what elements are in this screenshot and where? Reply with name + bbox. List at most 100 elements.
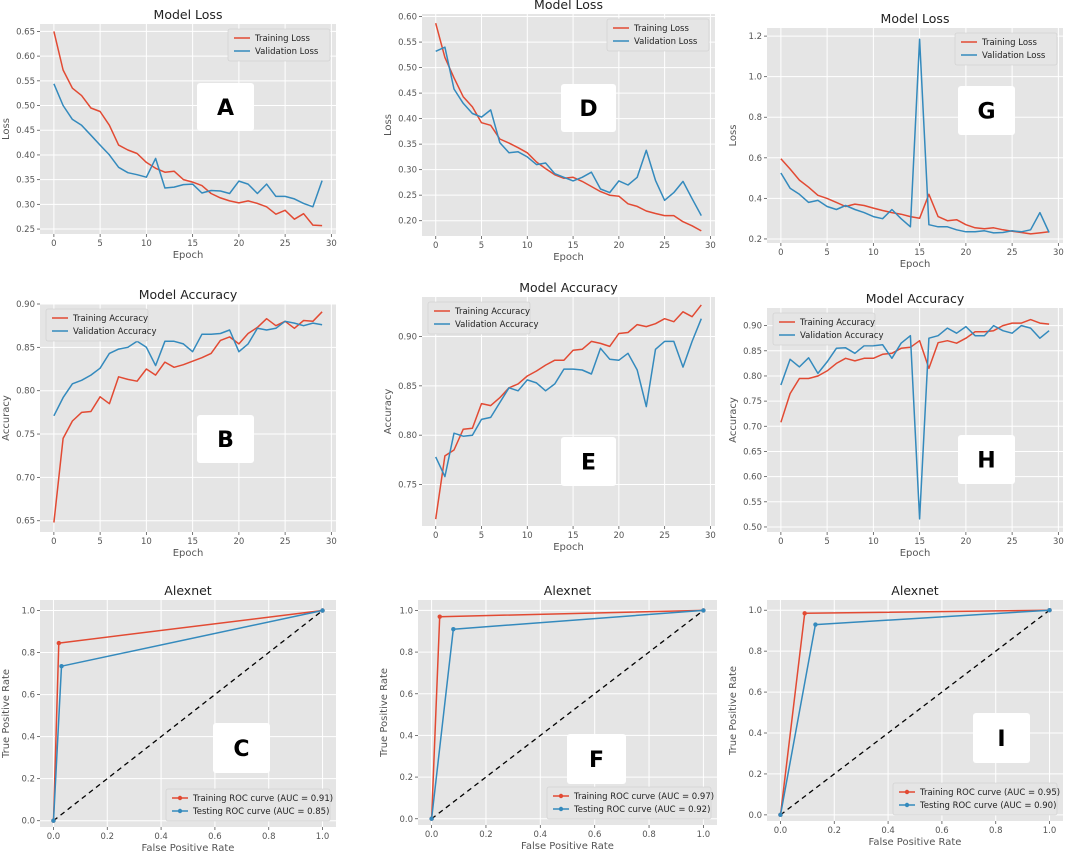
x-tick-label: 30 bbox=[1053, 537, 1064, 547]
panel-b: 0 5 10 15 20 25 30 0.65 0.70 0.75 0.80 0.85 0.90 Mode… bbox=[1, 287, 337, 559]
y-tick-label: 0.80 bbox=[16, 387, 35, 397]
y-tick-label: 0.55 bbox=[16, 77, 35, 87]
x-tick-label: 30 bbox=[705, 241, 716, 251]
legend-label: Training Accuracy bbox=[72, 314, 148, 324]
legend: Training ROC curve (AUC = 0.95) Testing R… bbox=[892, 782, 1060, 816]
x-tick-label: 25 bbox=[1007, 537, 1018, 547]
chart-title: Alexnet bbox=[891, 583, 939, 598]
legend-marker bbox=[904, 789, 910, 795]
data-point bbox=[778, 812, 783, 818]
x-tick-label: 5 bbox=[479, 531, 484, 541]
x-tick-label: 0 bbox=[433, 531, 438, 541]
x-tick-label: 0.8 bbox=[262, 832, 276, 842]
x-tick-label: 20 bbox=[613, 531, 624, 541]
y-tick-label: 0.20 bbox=[398, 217, 417, 227]
x-tick-label: 30 bbox=[326, 537, 337, 547]
x-tick-label: 25 bbox=[659, 531, 670, 541]
y-tick-label: 0.2 bbox=[748, 235, 762, 245]
x-tick-label: 0.6 bbox=[208, 832, 222, 842]
y-tick-label: 0.4 bbox=[21, 733, 35, 743]
panel-letter: E bbox=[581, 451, 596, 476]
y-tick-label: 0.85 bbox=[398, 382, 417, 392]
y-tick-label: 0.8 bbox=[748, 113, 762, 123]
x-tick-label: 15 bbox=[914, 537, 925, 547]
series-line-training bbox=[53, 31, 323, 227]
x-tick-label: 1.0 bbox=[1043, 826, 1057, 836]
legend-marker bbox=[177, 795, 183, 801]
y-tick-label: 0.4 bbox=[399, 731, 413, 741]
panel-c: 0.0 0.2 0.4 0.6 0.8 1.0 0.0 0.2 0.4 0.6 0.8 1.0 Alex… bbox=[1, 583, 336, 854]
x-tick-label: 20 bbox=[613, 241, 624, 251]
x-tick-label: 15 bbox=[187, 239, 198, 249]
legend-label: Validation Loss bbox=[634, 37, 698, 47]
y-tick-label: 0.6 bbox=[21, 691, 35, 701]
plot-marks bbox=[429, 608, 706, 821]
y-tick-label: 0.8 bbox=[748, 647, 762, 657]
y-tick-label: 0.55 bbox=[743, 498, 762, 508]
x-tick-label: 0.0 bbox=[425, 830, 439, 840]
data-point bbox=[59, 664, 64, 669]
x-tick-label: 0.8 bbox=[989, 826, 1003, 836]
y-tick-label: 0.90 bbox=[16, 300, 35, 310]
x-tick-label: 5 bbox=[97, 537, 102, 547]
x-tick-label: 5 bbox=[824, 537, 829, 547]
legend: Training Loss Validation Loss bbox=[606, 18, 710, 52]
y-axis-label: Accuracy bbox=[1, 395, 12, 441]
x-tick-label: 5 bbox=[97, 239, 102, 249]
y-tick-label: 0.60 bbox=[16, 52, 35, 62]
legend-marker bbox=[558, 806, 564, 812]
series-line-validation bbox=[435, 318, 702, 478]
y-tick-label: 0.50 bbox=[16, 102, 35, 112]
x-tick-label: 0.0 bbox=[47, 832, 61, 842]
panel-letter-box bbox=[197, 83, 254, 131]
x-tick-label: 0.6 bbox=[588, 830, 602, 840]
series-line-training bbox=[434, 23, 702, 232]
x-tick-label: 0.0 bbox=[774, 826, 788, 836]
legend-label: Testing ROC curve (AUC = 0.90) bbox=[919, 801, 1056, 811]
legend-label: Training ROC curve (AUC = 0.95) bbox=[919, 788, 1060, 798]
legend-box bbox=[546, 786, 712, 820]
y-tick-label: 1.0 bbox=[748, 606, 762, 616]
data-point bbox=[429, 816, 434, 821]
x-axis-label: Epoch bbox=[173, 250, 204, 261]
panel-h: 0 5 10 15 20 25 30 0.50 0.55 0.60 0.65 0.70 0.75 0.80… bbox=[728, 291, 1064, 559]
y-axis-label: Loss bbox=[728, 125, 739, 147]
y-tick-label: 0.30 bbox=[398, 166, 417, 176]
plot-area bbox=[40, 304, 336, 532]
y-tick-label: 0.8 bbox=[399, 648, 413, 658]
y-tick-label: 0.50 bbox=[398, 64, 417, 74]
x-axis-label: False Positive Rate bbox=[521, 841, 614, 852]
plot-area bbox=[422, 297, 715, 526]
legend-box bbox=[45, 308, 149, 342]
x-tick-label: 10 bbox=[141, 239, 152, 249]
x-tick-label: 5 bbox=[824, 248, 829, 258]
y-tick-label: 0.65 bbox=[16, 27, 35, 37]
chart-title: Alexnet bbox=[544, 583, 592, 598]
y-tick-label: 0.25 bbox=[16, 225, 35, 235]
y-tick-label: 0.50 bbox=[743, 523, 762, 533]
x-tick-label: 30 bbox=[326, 239, 337, 249]
legend-box bbox=[227, 28, 331, 62]
y-tick-label: 0.90 bbox=[743, 322, 762, 332]
x-tick-label: 20 bbox=[233, 239, 244, 249]
y-axis-label: Accuracy bbox=[383, 389, 394, 435]
legend-box bbox=[165, 788, 331, 822]
panel-letter-box bbox=[958, 86, 1015, 135]
panel-f: 0.0 0.2 0.4 0.6 0.8 1.0 0.0 0.2 0.4 0.6 0.8 1.0 Alex… bbox=[379, 583, 717, 852]
y-tick-label: 0.6 bbox=[748, 154, 762, 164]
y-tick-label: 0.80 bbox=[743, 372, 762, 382]
x-tick-label: 20 bbox=[960, 537, 971, 547]
legend-label: Testing ROC curve (AUC = 0.85) bbox=[192, 807, 329, 817]
y-tick-label: 0.4 bbox=[748, 194, 762, 204]
y-tick-label: 0.65 bbox=[16, 517, 35, 527]
x-tick-label: 0 bbox=[433, 241, 438, 251]
chart-title: Model Loss bbox=[534, 0, 603, 12]
series-line-training bbox=[780, 318, 1050, 423]
y-tick-label: 0.40 bbox=[398, 115, 417, 125]
legend-label: Validation Accuracy bbox=[73, 327, 156, 337]
x-axis-label: Epoch bbox=[553, 252, 584, 263]
legend: Training ROC curve (AUC = 0.91) Testing R… bbox=[165, 788, 333, 822]
x-tick-label: 0.6 bbox=[935, 826, 949, 836]
plot-marks bbox=[780, 318, 1050, 520]
plot-marks bbox=[780, 38, 1050, 235]
